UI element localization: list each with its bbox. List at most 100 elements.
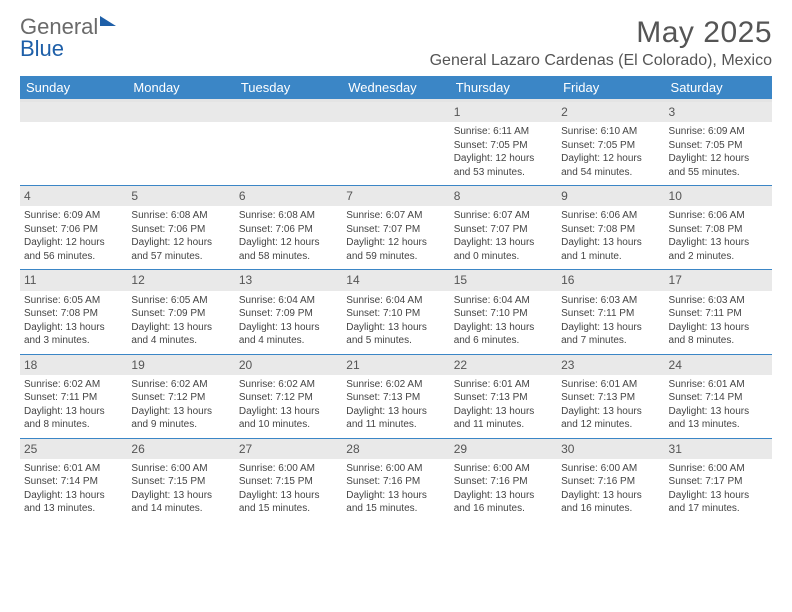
daylight-line: Daylight: 12 hours and 57 minutes.: [131, 236, 230, 263]
daylight-line: Daylight: 13 hours and 4 minutes.: [131, 321, 230, 348]
sunrise-line: Sunrise: 6:06 AM: [561, 209, 660, 223]
calendar-week: 4Sunrise: 6:09 AMSunset: 7:06 PMDaylight…: [20, 186, 772, 270]
sunrise-line: Sunrise: 6:04 AM: [346, 294, 445, 308]
empty-cell: [235, 102, 342, 185]
sunset-line: Sunset: 7:09 PM: [239, 307, 338, 321]
sunset-line: Sunset: 7:11 PM: [24, 391, 123, 405]
location-subtitle: General Lazaro Cardenas (El Colorado), M…: [430, 52, 772, 70]
day-number: 20: [235, 355, 342, 375]
calendar-week: 25Sunrise: 6:01 AMSunset: 7:14 PMDayligh…: [20, 439, 772, 522]
page-title: May 2025: [430, 16, 772, 50]
day-number: 1: [450, 102, 557, 122]
empty-cell: [127, 102, 234, 185]
day-cell: 20Sunrise: 6:02 AMSunset: 7:12 PMDayligh…: [235, 355, 342, 438]
calendar-week: 18Sunrise: 6:02 AMSunset: 7:11 PMDayligh…: [20, 355, 772, 439]
day-number: 22: [450, 355, 557, 375]
daylight-line: Daylight: 13 hours and 14 minutes.: [131, 489, 230, 516]
sunset-line: Sunset: 7:11 PM: [561, 307, 660, 321]
day-cell: 22Sunrise: 6:01 AMSunset: 7:13 PMDayligh…: [450, 355, 557, 438]
day-header: Monday: [127, 76, 234, 99]
sunrise-line: Sunrise: 6:05 AM: [131, 294, 230, 308]
sunrise-line: Sunrise: 6:00 AM: [239, 462, 338, 476]
day-cell: 13Sunrise: 6:04 AMSunset: 7:09 PMDayligh…: [235, 270, 342, 353]
calendar-week: 1Sunrise: 6:11 AMSunset: 7:05 PMDaylight…: [20, 102, 772, 186]
daylight-line: Daylight: 12 hours and 58 minutes.: [239, 236, 338, 263]
daylight-line: Daylight: 13 hours and 7 minutes.: [561, 321, 660, 348]
day-number: [342, 102, 449, 122]
day-number: 3: [665, 102, 772, 122]
sunrise-line: Sunrise: 6:03 AM: [669, 294, 768, 308]
daylight-line: Daylight: 12 hours and 53 minutes.: [454, 152, 553, 179]
empty-cell: [20, 102, 127, 185]
sunset-line: Sunset: 7:12 PM: [131, 391, 230, 405]
daylight-line: Daylight: 13 hours and 1 minute.: [561, 236, 660, 263]
daylight-line: Daylight: 13 hours and 13 minutes.: [669, 405, 768, 432]
day-cell: 4Sunrise: 6:09 AMSunset: 7:06 PMDaylight…: [20, 186, 127, 269]
sunrise-line: Sunrise: 6:04 AM: [239, 294, 338, 308]
sunrise-line: Sunrise: 6:07 AM: [346, 209, 445, 223]
daylight-line: Daylight: 13 hours and 11 minutes.: [454, 405, 553, 432]
sunset-line: Sunset: 7:06 PM: [239, 223, 338, 237]
day-cell: 14Sunrise: 6:04 AMSunset: 7:10 PMDayligh…: [342, 270, 449, 353]
logo-mark-icon: [100, 16, 116, 26]
day-cell: 17Sunrise: 6:03 AMSunset: 7:11 PMDayligh…: [665, 270, 772, 353]
day-number: 9: [557, 186, 664, 206]
day-cell: 28Sunrise: 6:00 AMSunset: 7:16 PMDayligh…: [342, 439, 449, 522]
sunrise-line: Sunrise: 6:11 AM: [454, 125, 553, 139]
sunrise-line: Sunrise: 6:00 AM: [454, 462, 553, 476]
day-cell: 25Sunrise: 6:01 AMSunset: 7:14 PMDayligh…: [20, 439, 127, 522]
day-cell: 11Sunrise: 6:05 AMSunset: 7:08 PMDayligh…: [20, 270, 127, 353]
empty-cell: [342, 102, 449, 185]
sunrise-line: Sunrise: 6:03 AM: [561, 294, 660, 308]
sunrise-line: Sunrise: 6:08 AM: [239, 209, 338, 223]
day-cell: 8Sunrise: 6:07 AMSunset: 7:07 PMDaylight…: [450, 186, 557, 269]
calendar-header-row: SundayMondayTuesdayWednesdayThursdayFrid…: [20, 76, 772, 99]
sunrise-line: Sunrise: 6:00 AM: [561, 462, 660, 476]
day-header: Thursday: [450, 76, 557, 99]
title-block: May 2025 General Lazaro Cardenas (El Col…: [430, 16, 772, 70]
sunset-line: Sunset: 7:08 PM: [24, 307, 123, 321]
day-number: 10: [665, 186, 772, 206]
sunset-line: Sunset: 7:17 PM: [669, 475, 768, 489]
sunrise-line: Sunrise: 6:01 AM: [669, 378, 768, 392]
sunrise-line: Sunrise: 6:05 AM: [24, 294, 123, 308]
daylight-line: Daylight: 13 hours and 3 minutes.: [24, 321, 123, 348]
day-cell: 16 Sunrise: 6:03 AMSunset: 7:11 PMDayligh…: [557, 270, 664, 353]
sunset-line: Sunset: 7:12 PM: [239, 391, 338, 405]
day-header: Tuesday: [235, 76, 342, 99]
day-header: Sunday: [20, 76, 127, 99]
day-cell: 5Sunrise: 6:08 AMSunset: 7:06 PMDaylight…: [127, 186, 234, 269]
sunset-line: Sunset: 7:16 PM: [346, 475, 445, 489]
day-number: 5: [127, 186, 234, 206]
sunrise-line: Sunrise: 6:09 AM: [24, 209, 123, 223]
daylight-line: Daylight: 13 hours and 2 minutes.: [669, 236, 768, 263]
day-number: 23: [557, 355, 664, 375]
daylight-line: Daylight: 13 hours and 15 minutes.: [346, 489, 445, 516]
sunset-line: Sunset: 7:05 PM: [454, 139, 553, 153]
day-number: 18: [20, 355, 127, 375]
day-number: 17: [665, 270, 772, 290]
day-number: 8: [450, 186, 557, 206]
daylight-line: Daylight: 13 hours and 9 minutes.: [131, 405, 230, 432]
day-cell: 9Sunrise: 6:06 AMSunset: 7:08 PMDaylight…: [557, 186, 664, 269]
day-number: 24: [665, 355, 772, 375]
day-number: 16: [557, 270, 664, 290]
sunrise-line: Sunrise: 6:01 AM: [561, 378, 660, 392]
day-cell: 29Sunrise: 6:00 AMSunset: 7:16 PMDayligh…: [450, 439, 557, 522]
day-cell: 2Sunrise: 6:10 AMSunset: 7:05 PMDaylight…: [557, 102, 664, 185]
day-number: 19: [127, 355, 234, 375]
daylight-line: Daylight: 13 hours and 4 minutes.: [239, 321, 338, 348]
sunset-line: Sunset: 7:05 PM: [561, 139, 660, 153]
sunset-line: Sunset: 7:13 PM: [561, 391, 660, 405]
day-number: [235, 102, 342, 122]
sunset-line: Sunset: 7:07 PM: [346, 223, 445, 237]
calendar-week: 11Sunrise: 6:05 AMSunset: 7:08 PMDayligh…: [20, 270, 772, 354]
sunset-line: Sunset: 7:10 PM: [454, 307, 553, 321]
sunrise-line: Sunrise: 6:06 AM: [669, 209, 768, 223]
day-number: 14: [342, 270, 449, 290]
day-cell: 26Sunrise: 6:00 AMSunset: 7:15 PMDayligh…: [127, 439, 234, 522]
day-number: 4: [20, 186, 127, 206]
day-number: [20, 102, 127, 122]
day-number: 30: [557, 439, 664, 459]
day-cell: 23Sunrise: 6:01 AMSunset: 7:13 PMDayligh…: [557, 355, 664, 438]
